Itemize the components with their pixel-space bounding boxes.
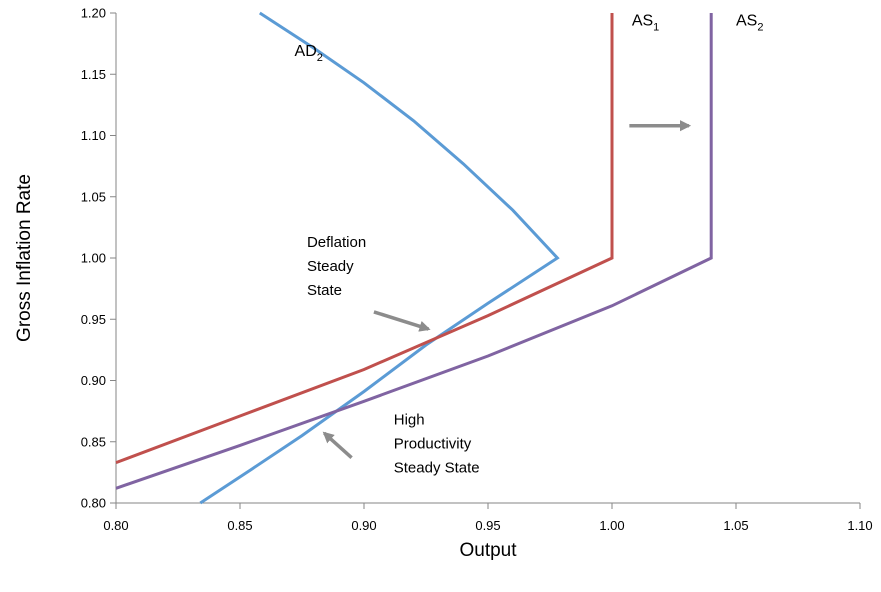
annotations-group: Deflation Steady State High Productivity Stea…	[307, 120, 692, 477]
x-tick-label: 0.95	[475, 518, 500, 533]
x-tick-label: 1.00	[599, 518, 624, 533]
annotation-line: State	[307, 282, 342, 299]
x-tick-label: 0.90	[351, 518, 376, 533]
annotation-text: High Productivity Steady State	[394, 412, 480, 477]
axes: 0.80 0.85 0.90 0.95 1.00 1.05 1.10 1.15 1.20 0.80…	[81, 6, 873, 534]
series-label-base: AS	[632, 12, 653, 29]
y-tick-label: 1.05	[81, 189, 106, 204]
series-label-as1: AS1	[632, 12, 659, 33]
y-tick-label: 0.90	[81, 373, 106, 388]
x-axis-title: Output	[459, 540, 517, 561]
series-line-as2	[115, 13, 713, 490]
annotation-line: Deflation	[307, 234, 366, 251]
series-label-ad2: AD2	[295, 43, 323, 64]
series-line-as1	[115, 13, 614, 465]
annotation-arrow	[373, 310, 431, 332]
series-label-subscript: 2	[317, 52, 323, 64]
series-line-ad2	[199, 11, 560, 505]
y-tick-label: 0.80	[81, 496, 106, 511]
y-tick-label: 1.00	[81, 251, 106, 266]
y-tick-label: 0.85	[81, 434, 106, 449]
x-tick-label: 1.10	[847, 518, 872, 533]
series-label-base: AS	[736, 12, 757, 29]
series-label-base: AD	[295, 43, 317, 60]
annotation-line: Productivity	[394, 436, 472, 453]
annotation-arrow	[322, 431, 353, 459]
annotation-line: Steady State	[394, 460, 480, 477]
x-tick-label: 0.85	[227, 518, 252, 533]
annotation-text: Deflation Steady State	[307, 234, 366, 299]
series-label-subscript: 1	[653, 21, 659, 33]
annotation-line: High	[394, 412, 425, 429]
y-tick-label: 1.20	[81, 6, 106, 21]
y-axis-title: Gross Inflation Rate	[14, 174, 35, 342]
series-label-subscript: 2	[757, 21, 763, 33]
y-tick-label: 1.10	[81, 128, 106, 143]
series-label-as2: AS2	[736, 12, 763, 33]
annotation-line: Steady	[307, 258, 354, 275]
y-tick-label: 1.15	[81, 67, 106, 82]
x-tick-label: 0.80	[103, 518, 128, 533]
y-tick-label: 0.95	[81, 312, 106, 327]
x-tick-label: 1.05	[723, 518, 748, 533]
